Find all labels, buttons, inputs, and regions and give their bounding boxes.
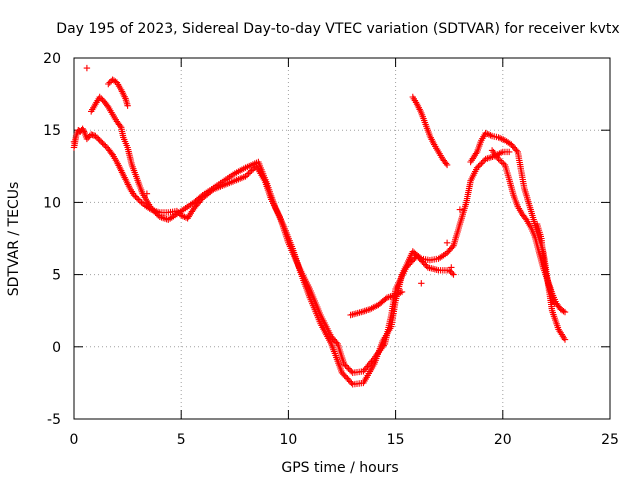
data-point bbox=[346, 378, 354, 385]
data-point bbox=[340, 360, 348, 368]
data-point bbox=[443, 239, 451, 246]
data-point bbox=[83, 135, 91, 143]
data-point bbox=[346, 366, 354, 374]
data-point bbox=[398, 288, 406, 296]
y-tick-label: 20 bbox=[43, 51, 61, 67]
data-point bbox=[341, 372, 348, 379]
data-point bbox=[98, 138, 105, 145]
data-point bbox=[476, 161, 484, 169]
data-point bbox=[80, 128, 88, 135]
plot-frame bbox=[73, 57, 611, 420]
data-point bbox=[130, 192, 138, 199]
data-point bbox=[105, 80, 112, 88]
data-point bbox=[245, 170, 252, 177]
data-point bbox=[148, 205, 155, 212]
data-point bbox=[243, 171, 251, 179]
x-tick-label: 20 bbox=[494, 432, 512, 448]
data-point bbox=[418, 280, 425, 287]
data-point bbox=[448, 270, 456, 277]
data-point bbox=[561, 308, 569, 316]
data-point bbox=[124, 102, 131, 109]
data-point bbox=[98, 95, 105, 102]
data-point bbox=[70, 138, 78, 145]
data-point bbox=[343, 363, 351, 371]
x-tick-label: 5 bbox=[177, 432, 186, 448]
data-point bbox=[513, 147, 520, 154]
data-point bbox=[150, 207, 158, 215]
data-point bbox=[560, 308, 567, 315]
data-point bbox=[443, 161, 451, 169]
y-tick-label: 5 bbox=[52, 268, 61, 284]
x-tick-label: 25 bbox=[601, 432, 619, 448]
data-point bbox=[447, 268, 454, 275]
data-point bbox=[96, 137, 103, 144]
data-point bbox=[99, 140, 106, 147]
data-point bbox=[143, 190, 151, 197]
data-point bbox=[449, 244, 456, 251]
data-point bbox=[100, 141, 108, 148]
data-point bbox=[478, 160, 485, 167]
data-point bbox=[450, 271, 457, 278]
data-point bbox=[345, 376, 352, 384]
data-point bbox=[473, 164, 481, 171]
data-point bbox=[342, 362, 349, 369]
y-axis-label: SDTVAR / TECUs bbox=[6, 182, 22, 297]
data-point bbox=[152, 209, 159, 216]
y-tick-label: 15 bbox=[43, 123, 61, 139]
axes: 0 5 10 15 20 25 -5 0 5 10 15 20 bbox=[43, 51, 619, 448]
data-point bbox=[109, 151, 116, 158]
data-point bbox=[80, 127, 87, 134]
data-point bbox=[416, 254, 424, 261]
data-point bbox=[153, 210, 161, 218]
data-point bbox=[133, 194, 141, 202]
data-point bbox=[409, 257, 417, 264]
y-tick-label: 0 bbox=[52, 340, 61, 356]
data-point bbox=[96, 93, 103, 101]
data-point bbox=[475, 163, 482, 170]
data-point bbox=[92, 132, 99, 140]
data-point bbox=[561, 336, 569, 343]
x-axis-label: GPS time / hours bbox=[281, 460, 398, 476]
data-point bbox=[102, 142, 109, 150]
data-marks bbox=[70, 64, 569, 388]
data-point bbox=[149, 206, 156, 213]
data-point bbox=[85, 134, 92, 141]
data-point bbox=[246, 168, 254, 176]
chart-title: Day 195 of 2023, Sidereal Day-to-day VTE… bbox=[56, 21, 619, 37]
data-point bbox=[116, 122, 124, 130]
data-point bbox=[338, 369, 346, 376]
data-point bbox=[442, 160, 450, 167]
data-point bbox=[95, 135, 102, 143]
data-point bbox=[348, 368, 355, 375]
y-tick-label: 10 bbox=[43, 195, 61, 211]
data-point bbox=[506, 148, 513, 156]
grid-lines bbox=[74, 58, 610, 419]
data-point bbox=[93, 134, 101, 141]
data-point bbox=[348, 379, 355, 387]
data-point bbox=[83, 64, 91, 72]
data-point bbox=[342, 373, 350, 381]
data-point bbox=[106, 79, 113, 86]
y-tick-label: -5 bbox=[47, 412, 61, 428]
x-tick-label: 0 bbox=[70, 432, 79, 448]
data-point bbox=[551, 300, 558, 307]
data-point bbox=[132, 193, 139, 200]
data-point bbox=[333, 339, 340, 346]
data-point bbox=[340, 371, 347, 378]
data-point bbox=[108, 150, 115, 157]
data-point bbox=[479, 158, 486, 166]
data-point bbox=[448, 264, 455, 271]
data-point bbox=[345, 365, 352, 372]
x-tick-label: 15 bbox=[387, 432, 405, 448]
data-point bbox=[79, 125, 86, 132]
x-tick-label: 10 bbox=[279, 432, 297, 448]
data-point bbox=[456, 206, 464, 213]
